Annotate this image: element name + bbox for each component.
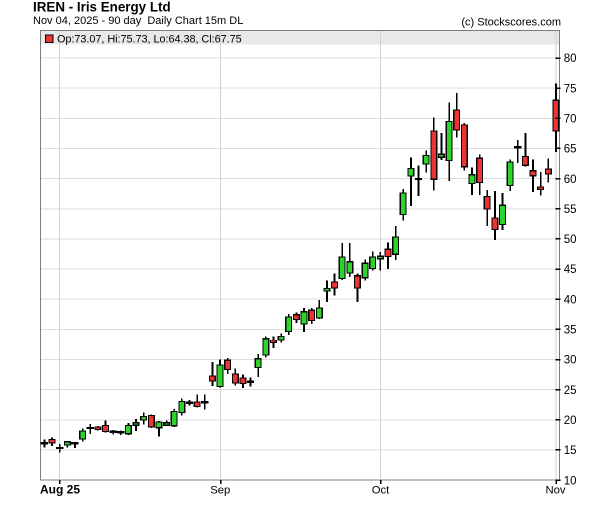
svg-text:Oct: Oct [372, 484, 390, 496]
svg-text:20: 20 [564, 415, 577, 427]
svg-text:55: 55 [564, 204, 577, 216]
svg-text:Aug 25: Aug 25 [40, 482, 80, 496]
svg-text:Sep: Sep [210, 484, 230, 496]
svg-text:10: 10 [564, 475, 577, 487]
svg-text:40: 40 [564, 294, 577, 306]
svg-text:70: 70 [564, 114, 577, 126]
svg-text:35: 35 [564, 325, 577, 337]
svg-text:45: 45 [564, 264, 577, 276]
svg-text:80: 80 [564, 53, 577, 65]
svg-text:60: 60 [564, 174, 577, 186]
svg-text:15: 15 [564, 445, 577, 457]
svg-text:Nov: Nov [545, 484, 565, 496]
svg-text:Nov 04, 2025 - 90 day Daily C: Nov 04, 2025 - 90 day Daily Chart 15m DL [33, 15, 243, 27]
svg-text:(c) Stockscores.com: (c) Stockscores.com [461, 17, 561, 29]
svg-text:75: 75 [564, 83, 577, 95]
svg-text:IREN - Iris Energy Ltd: IREN - Iris Energy Ltd [33, 0, 171, 14]
svg-text:65: 65 [564, 144, 577, 156]
svg-text:50: 50 [564, 234, 577, 246]
svg-text:30: 30 [564, 355, 577, 367]
svg-text:25: 25 [564, 385, 577, 397]
svg-text:Op:73.07, Hi:75.73, Lo:64.38,: Op:73.07, Hi:75.73, Lo:64.38, Cl:67.75 [57, 34, 242, 46]
